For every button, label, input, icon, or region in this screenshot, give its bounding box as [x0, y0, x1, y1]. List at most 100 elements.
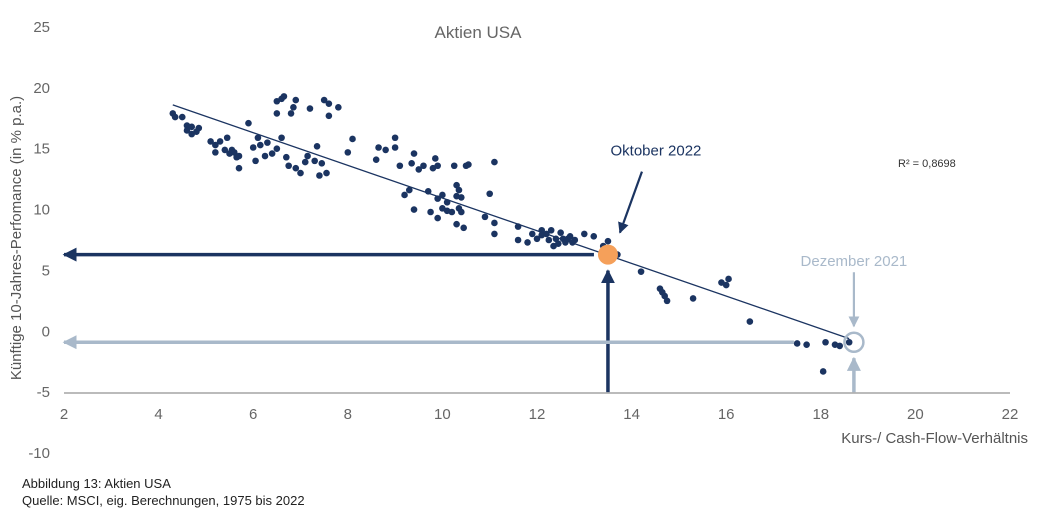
data-point [212, 149, 219, 156]
data-point [264, 139, 271, 146]
data-point [323, 169, 330, 177]
data-point [566, 233, 574, 240]
data-point [256, 141, 264, 149]
data-point [396, 162, 404, 170]
x-tick-label: 18 [812, 406, 829, 423]
data-point [349, 135, 356, 143]
data-point [545, 236, 553, 244]
data-point [252, 157, 259, 165]
x-axis-ticks: 2 4 6 8 10 12 14 16 18 20 22 [60, 406, 1019, 423]
data-point [458, 208, 465, 216]
data-point [434, 195, 441, 202]
source-note: Quelle: MSCI, eig. Berechnungen, 1975 bi… [22, 493, 305, 508]
x-tick-label: 10 [434, 406, 451, 423]
data-point [285, 162, 292, 170]
data-point [458, 194, 465, 201]
x-axis-title: Kurs-/ Cash-Flow-Verhältnis [841, 430, 1028, 447]
data-point [533, 235, 541, 243]
data-point [405, 186, 413, 194]
data-point [410, 206, 418, 213]
trendline [172, 104, 850, 340]
data-point [297, 169, 304, 177]
data-point [424, 188, 432, 195]
data-point [178, 113, 186, 121]
data-point [491, 158, 498, 166]
data-point [725, 275, 732, 283]
data-point [280, 93, 288, 100]
data-point [401, 191, 408, 199]
data-point [261, 152, 269, 160]
data-point [273, 110, 281, 117]
data-point [304, 152, 311, 160]
data-point [491, 219, 498, 227]
data-point [434, 214, 441, 222]
x-tick-label: 20 [907, 406, 924, 423]
data-point [491, 230, 498, 238]
data-point [420, 162, 427, 170]
data-point [283, 153, 290, 161]
data-point [212, 141, 219, 149]
data-point [845, 338, 853, 346]
data-point [637, 268, 645, 275]
data-point [822, 338, 829, 346]
data-point [335, 104, 342, 111]
data-point [292, 96, 300, 104]
data-point [581, 230, 588, 238]
data-point [538, 226, 546, 234]
label-pointer-arrow [618, 171, 643, 234]
data-point [450, 162, 458, 170]
data-point [427, 208, 434, 216]
data-point [235, 164, 243, 172]
data-point [590, 233, 598, 240]
data-point [443, 198, 451, 206]
data-point [439, 191, 446, 199]
data-point [382, 146, 389, 154]
data-point [287, 110, 295, 117]
data-point [372, 156, 380, 163]
data-point [554, 240, 562, 247]
y-tick-label: -5 [37, 384, 50, 401]
data-point [273, 145, 281, 153]
data-point [195, 124, 203, 132]
x-tick-label: 12 [529, 406, 546, 423]
data-point [292, 164, 300, 172]
highlight-label: Dezember 2021 [801, 253, 908, 270]
data-point [171, 113, 179, 121]
data-point [301, 158, 309, 166]
data-point [547, 226, 555, 234]
data-point [391, 134, 399, 142]
data-point [571, 236, 579, 244]
data-point [223, 134, 231, 142]
data-point [254, 134, 262, 142]
y-axis-ticks: -10 -5 0 5 10 15 20 25 [28, 19, 50, 462]
highlight-markers [597, 244, 865, 353]
data-point [460, 224, 467, 232]
data-point [316, 172, 323, 179]
data-point [318, 160, 326, 167]
highlight-marker-oktober-2022 [597, 244, 618, 265]
x-tick-label: 14 [623, 406, 640, 423]
y-axis-title: Künftige 10-Jahres-Perfomance (in % p.a.… [8, 96, 25, 380]
data-point [188, 123, 196, 131]
data-point [514, 223, 522, 230]
y-tick-label: -10 [28, 445, 50, 462]
data-point [793, 340, 801, 347]
data-point [514, 236, 522, 244]
data-point [313, 142, 321, 150]
data-point [465, 161, 472, 168]
data-point [543, 230, 550, 238]
x-tick-label: 6 [249, 406, 257, 423]
data-point [663, 297, 671, 305]
data-point [408, 160, 415, 167]
data-point [207, 138, 214, 145]
data-point [325, 100, 333, 107]
figure-caption: Abbildung 13: Aktien USA [22, 476, 171, 491]
x-tick-label: 8 [344, 406, 352, 423]
data-point [311, 157, 318, 165]
data-point [278, 134, 285, 142]
data-point [290, 104, 297, 111]
y-tick-label: 20 [33, 80, 50, 97]
highlight-label: Oktober 2022 [610, 143, 701, 160]
data-point [221, 146, 229, 154]
data-point [320, 96, 328, 104]
